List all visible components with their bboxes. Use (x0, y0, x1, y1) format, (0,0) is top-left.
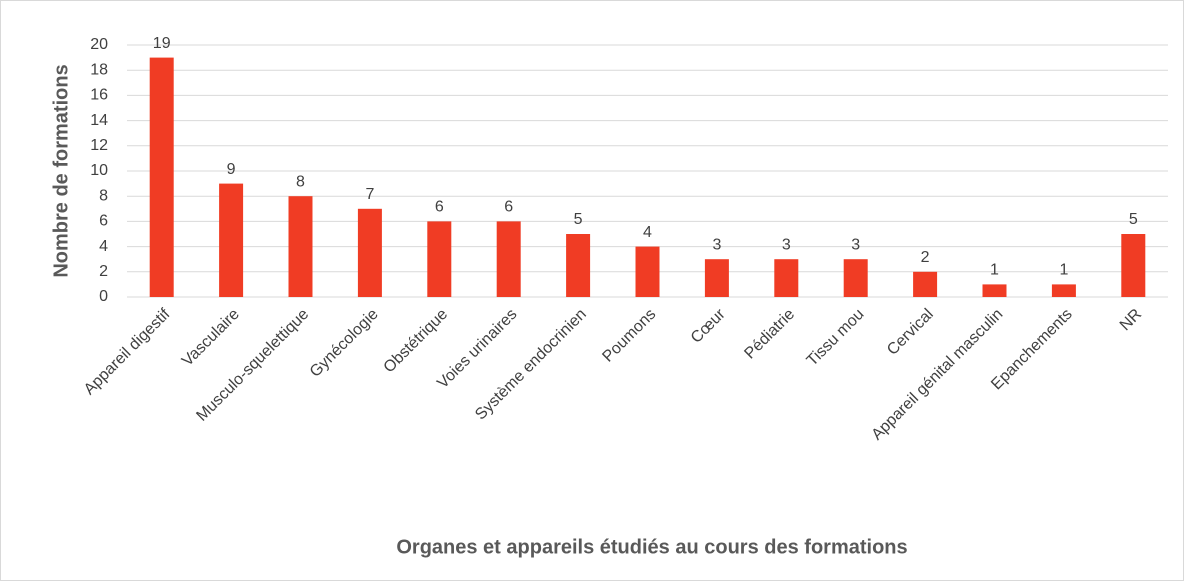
y-tick-label: 2 (99, 263, 108, 280)
bar (1121, 234, 1146, 297)
y-tick-label: 20 (90, 36, 108, 53)
bar (288, 196, 313, 297)
data-label: 5 (574, 211, 583, 228)
bar (149, 57, 174, 297)
data-label: 19 (153, 35, 171, 52)
y-tick-label: 12 (90, 137, 108, 154)
data-label: 6 (504, 199, 513, 216)
y-axis-title: Nombre de formations (50, 64, 72, 277)
y-tick-label: 10 (90, 162, 108, 179)
y-tick-label: 0 (99, 288, 108, 305)
data-label: 1 (990, 262, 999, 279)
bar (635, 246, 660, 297)
data-label: 3 (851, 236, 860, 253)
bar (843, 259, 868, 297)
data-label: 3 (712, 236, 721, 253)
y-tick-label: 4 (99, 238, 108, 255)
data-label: 4 (643, 224, 652, 241)
x-axis-title: Organes et appareils étudiés au cours de… (396, 536, 907, 558)
y-tick-label: 16 (90, 87, 108, 104)
y-tick-label: 6 (99, 213, 108, 230)
y-tick-label: 18 (90, 61, 108, 78)
data-label: 8 (296, 173, 305, 190)
data-label: 5 (1129, 211, 1138, 228)
bar (913, 271, 938, 297)
bar (427, 221, 452, 297)
bar (496, 221, 521, 297)
data-label: 9 (227, 161, 236, 178)
bar (357, 208, 382, 297)
bar (774, 259, 799, 297)
bar (1051, 284, 1076, 297)
data-label: 6 (435, 199, 444, 216)
bar (566, 234, 591, 297)
bar (704, 259, 729, 297)
bar (982, 284, 1007, 297)
data-label: 3 (782, 236, 791, 253)
data-label: 7 (365, 186, 374, 203)
y-tick-label: 8 (99, 187, 108, 204)
y-tick-label: 14 (90, 112, 108, 129)
data-label: 2 (921, 249, 930, 266)
data-label: 1 (1059, 262, 1068, 279)
bar (219, 183, 244, 297)
